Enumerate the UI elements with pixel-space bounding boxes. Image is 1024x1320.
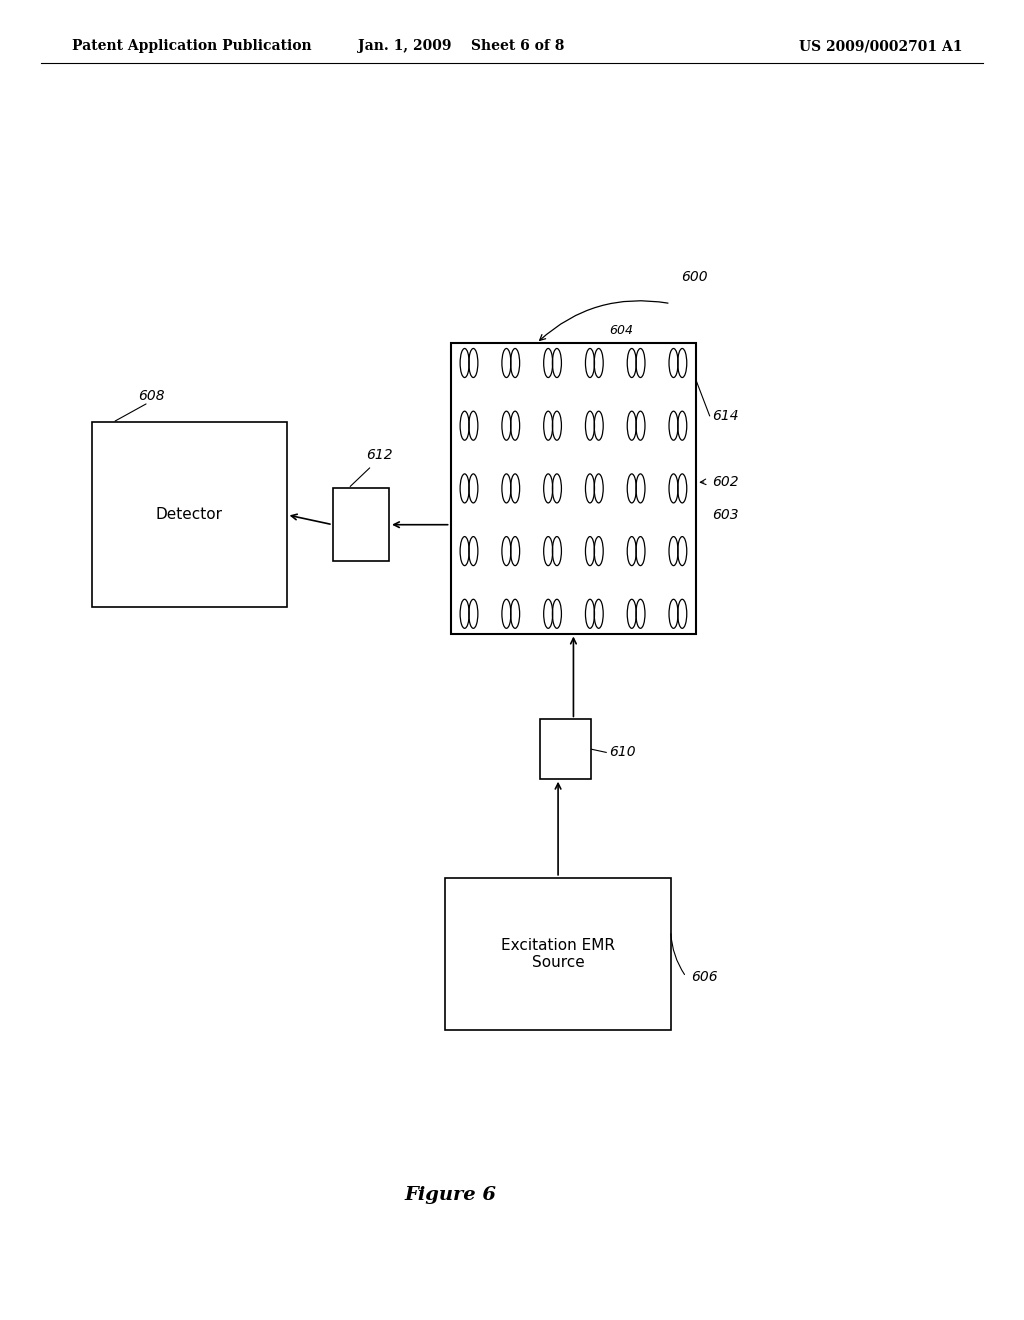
Text: 612: 612 (367, 449, 393, 462)
Text: Excitation EMR
Source: Excitation EMR Source (501, 937, 615, 970)
Bar (540, 719, 591, 779)
Text: Detector: Detector (156, 507, 223, 523)
Text: 602: 602 (712, 475, 738, 488)
Text: 604: 604 (609, 323, 633, 337)
Text: Patent Application Publication: Patent Application Publication (72, 40, 311, 53)
Bar (333, 488, 389, 561)
Text: 606: 606 (691, 970, 718, 983)
Text: Figure 6: Figure 6 (404, 1185, 497, 1204)
Text: 608: 608 (138, 389, 165, 403)
Text: 600: 600 (681, 271, 708, 284)
Text: US 2009/0002701 A1: US 2009/0002701 A1 (799, 40, 963, 53)
Bar (445, 878, 671, 1030)
Text: 610: 610 (609, 746, 636, 759)
Text: 614: 614 (712, 409, 738, 422)
Bar (451, 343, 696, 634)
Text: Jan. 1, 2009    Sheet 6 of 8: Jan. 1, 2009 Sheet 6 of 8 (357, 40, 564, 53)
Bar (92, 422, 287, 607)
Text: 603: 603 (712, 508, 738, 521)
